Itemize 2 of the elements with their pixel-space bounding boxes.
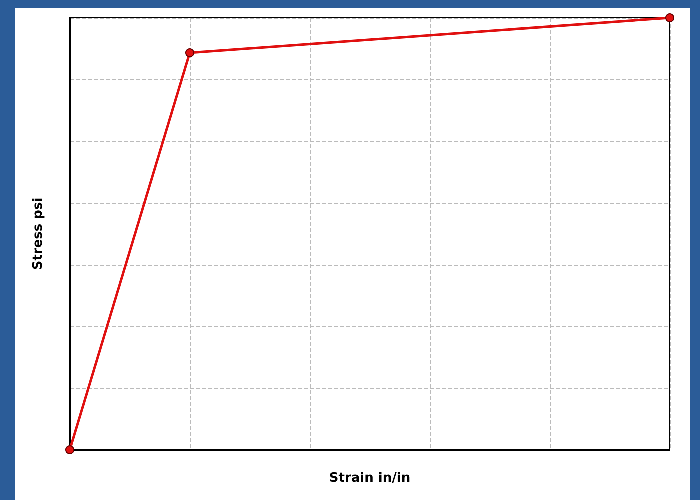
y-axis-title: Stress psi [31,198,46,270]
x-axis-title: Strain in/in [329,471,411,486]
